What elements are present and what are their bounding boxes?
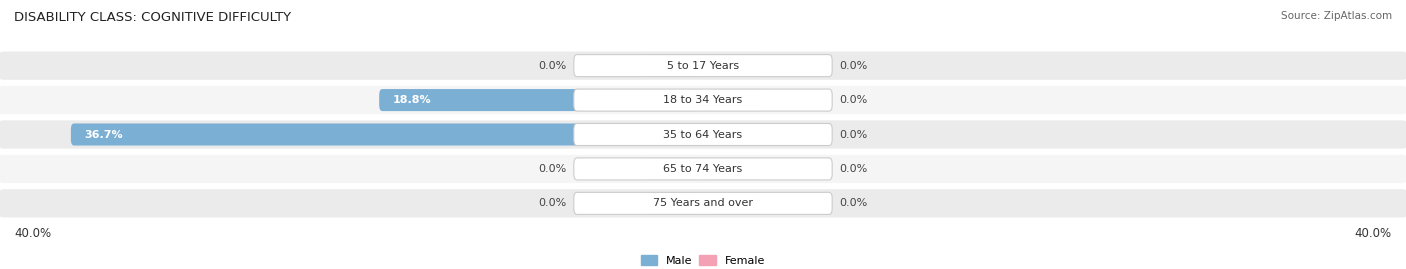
FancyBboxPatch shape: [703, 192, 763, 214]
Text: 36.7%: 36.7%: [84, 129, 124, 140]
FancyBboxPatch shape: [703, 55, 763, 77]
Text: 0.0%: 0.0%: [839, 129, 868, 140]
Text: 0.0%: 0.0%: [839, 95, 868, 105]
Text: Source: ZipAtlas.com: Source: ZipAtlas.com: [1281, 11, 1392, 21]
FancyBboxPatch shape: [643, 55, 703, 77]
Legend: Male, Female: Male, Female: [637, 250, 769, 269]
Text: 65 to 74 Years: 65 to 74 Years: [664, 164, 742, 174]
FancyBboxPatch shape: [703, 158, 763, 180]
FancyBboxPatch shape: [70, 123, 703, 146]
FancyBboxPatch shape: [574, 158, 832, 180]
Text: 35 to 64 Years: 35 to 64 Years: [664, 129, 742, 140]
FancyBboxPatch shape: [574, 192, 832, 214]
Text: 0.0%: 0.0%: [839, 61, 868, 71]
Text: 18 to 34 Years: 18 to 34 Years: [664, 95, 742, 105]
Text: 0.0%: 0.0%: [538, 61, 567, 71]
Text: 0.0%: 0.0%: [538, 164, 567, 174]
FancyBboxPatch shape: [703, 89, 763, 111]
Text: 75 Years and over: 75 Years and over: [652, 198, 754, 208]
Text: 18.8%: 18.8%: [392, 95, 432, 105]
FancyBboxPatch shape: [643, 192, 703, 214]
Text: 5 to 17 Years: 5 to 17 Years: [666, 61, 740, 71]
FancyBboxPatch shape: [0, 189, 1406, 217]
FancyBboxPatch shape: [0, 86, 1406, 114]
Text: 0.0%: 0.0%: [839, 164, 868, 174]
FancyBboxPatch shape: [0, 121, 1406, 148]
FancyBboxPatch shape: [574, 89, 832, 111]
Text: DISABILITY CLASS: COGNITIVE DIFFICULTY: DISABILITY CLASS: COGNITIVE DIFFICULTY: [14, 11, 291, 24]
Text: 40.0%: 40.0%: [14, 228, 51, 240]
FancyBboxPatch shape: [574, 55, 832, 77]
Text: 40.0%: 40.0%: [1355, 228, 1392, 240]
Text: 0.0%: 0.0%: [538, 198, 567, 208]
FancyBboxPatch shape: [380, 89, 703, 111]
Text: 0.0%: 0.0%: [839, 198, 868, 208]
FancyBboxPatch shape: [643, 158, 703, 180]
FancyBboxPatch shape: [574, 123, 832, 146]
FancyBboxPatch shape: [703, 123, 763, 146]
FancyBboxPatch shape: [0, 155, 1406, 183]
FancyBboxPatch shape: [0, 52, 1406, 80]
